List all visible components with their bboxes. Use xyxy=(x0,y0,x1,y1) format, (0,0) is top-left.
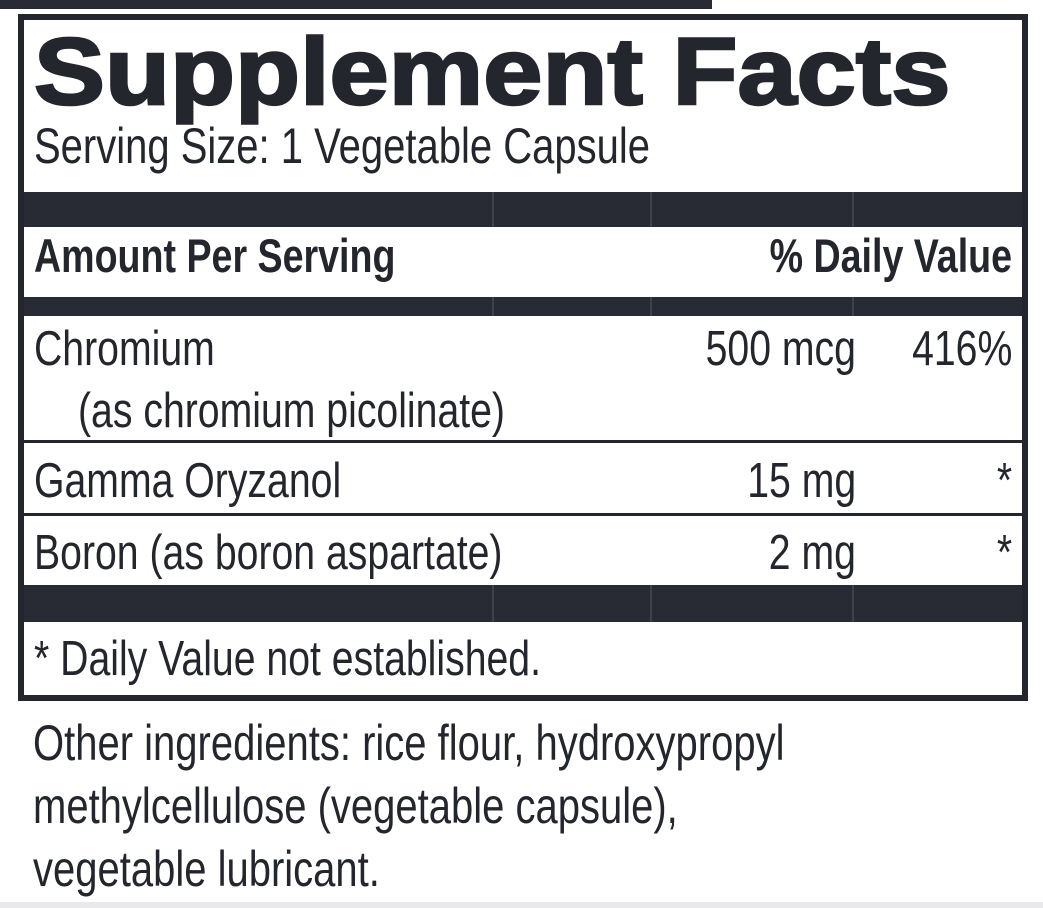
other-ingredients: Other ingredients: rice flour, hydroxypr… xyxy=(33,712,972,901)
panel-title: Supplement Facts xyxy=(33,19,952,125)
bar-column-divider xyxy=(492,297,494,316)
bar-column-divider xyxy=(492,585,494,622)
serving-size-text: Serving Size: 1 Vegetable Capsule xyxy=(34,118,650,174)
separator-bar-top xyxy=(24,192,1022,227)
row-separator xyxy=(24,440,1022,443)
table-row: Chromium 500 mcg 416% (as chromium picol… xyxy=(34,318,1012,442)
bar-column-divider xyxy=(650,192,652,227)
bar-column-divider xyxy=(852,192,854,227)
ingredient-name: Chromium xyxy=(34,322,215,376)
bar-column-divider xyxy=(852,585,854,622)
ingredient-name: Gamma Oryzanol xyxy=(34,454,342,508)
other-ingredients-line: vegetable lubricant. xyxy=(33,841,380,897)
column-header-row: Amount Per Serving % Daily Value xyxy=(34,226,1012,286)
table-row: Gamma Oryzanol 15 mg * xyxy=(34,450,1012,512)
ingredient-name: Boron (as boron aspartate) xyxy=(34,526,503,580)
supplement-facts-panel: Supplement Facts Serving Size: 1 Vegetab… xyxy=(18,14,1028,701)
bar-column-divider xyxy=(650,297,652,316)
row-separator xyxy=(24,513,1022,516)
amount-per-serving-header: Amount Per Serving xyxy=(34,229,396,282)
bar-column-divider xyxy=(650,585,652,622)
other-ingredients-line: Other ingredients: rice flour, hydroxypr… xyxy=(33,715,785,771)
bottom-crop-strip xyxy=(0,902,1043,908)
ingredient-amount: 500 mcg xyxy=(705,322,856,376)
bar-column-divider xyxy=(492,192,494,227)
ingredient-amount: 2 mg xyxy=(768,526,856,580)
ingredient-daily-value: * xyxy=(996,526,1012,580)
ingredient-daily-value: * xyxy=(996,454,1012,508)
bar-column-divider xyxy=(852,297,854,316)
daily-value-header: % Daily Value xyxy=(769,229,1012,282)
ingredient-source: (as chromium picolinate) xyxy=(78,384,505,438)
serving-size: Serving Size: 1 Vegetable Capsule xyxy=(34,116,804,176)
ingredient-daily-value: 416% xyxy=(911,322,1012,376)
other-ingredients-line: methylcellulose (vegetable capsule), xyxy=(33,778,678,834)
daily-value-footnote: * Daily Value not established. xyxy=(34,632,541,686)
separator-bar-header xyxy=(24,297,1022,316)
top-crop-strip xyxy=(0,0,712,9)
table-row: Boron (as boron aspartate) 2 mg * xyxy=(34,522,1012,584)
ingredient-amount: 15 mg xyxy=(747,454,856,508)
separator-bar-bottom xyxy=(24,585,1022,622)
